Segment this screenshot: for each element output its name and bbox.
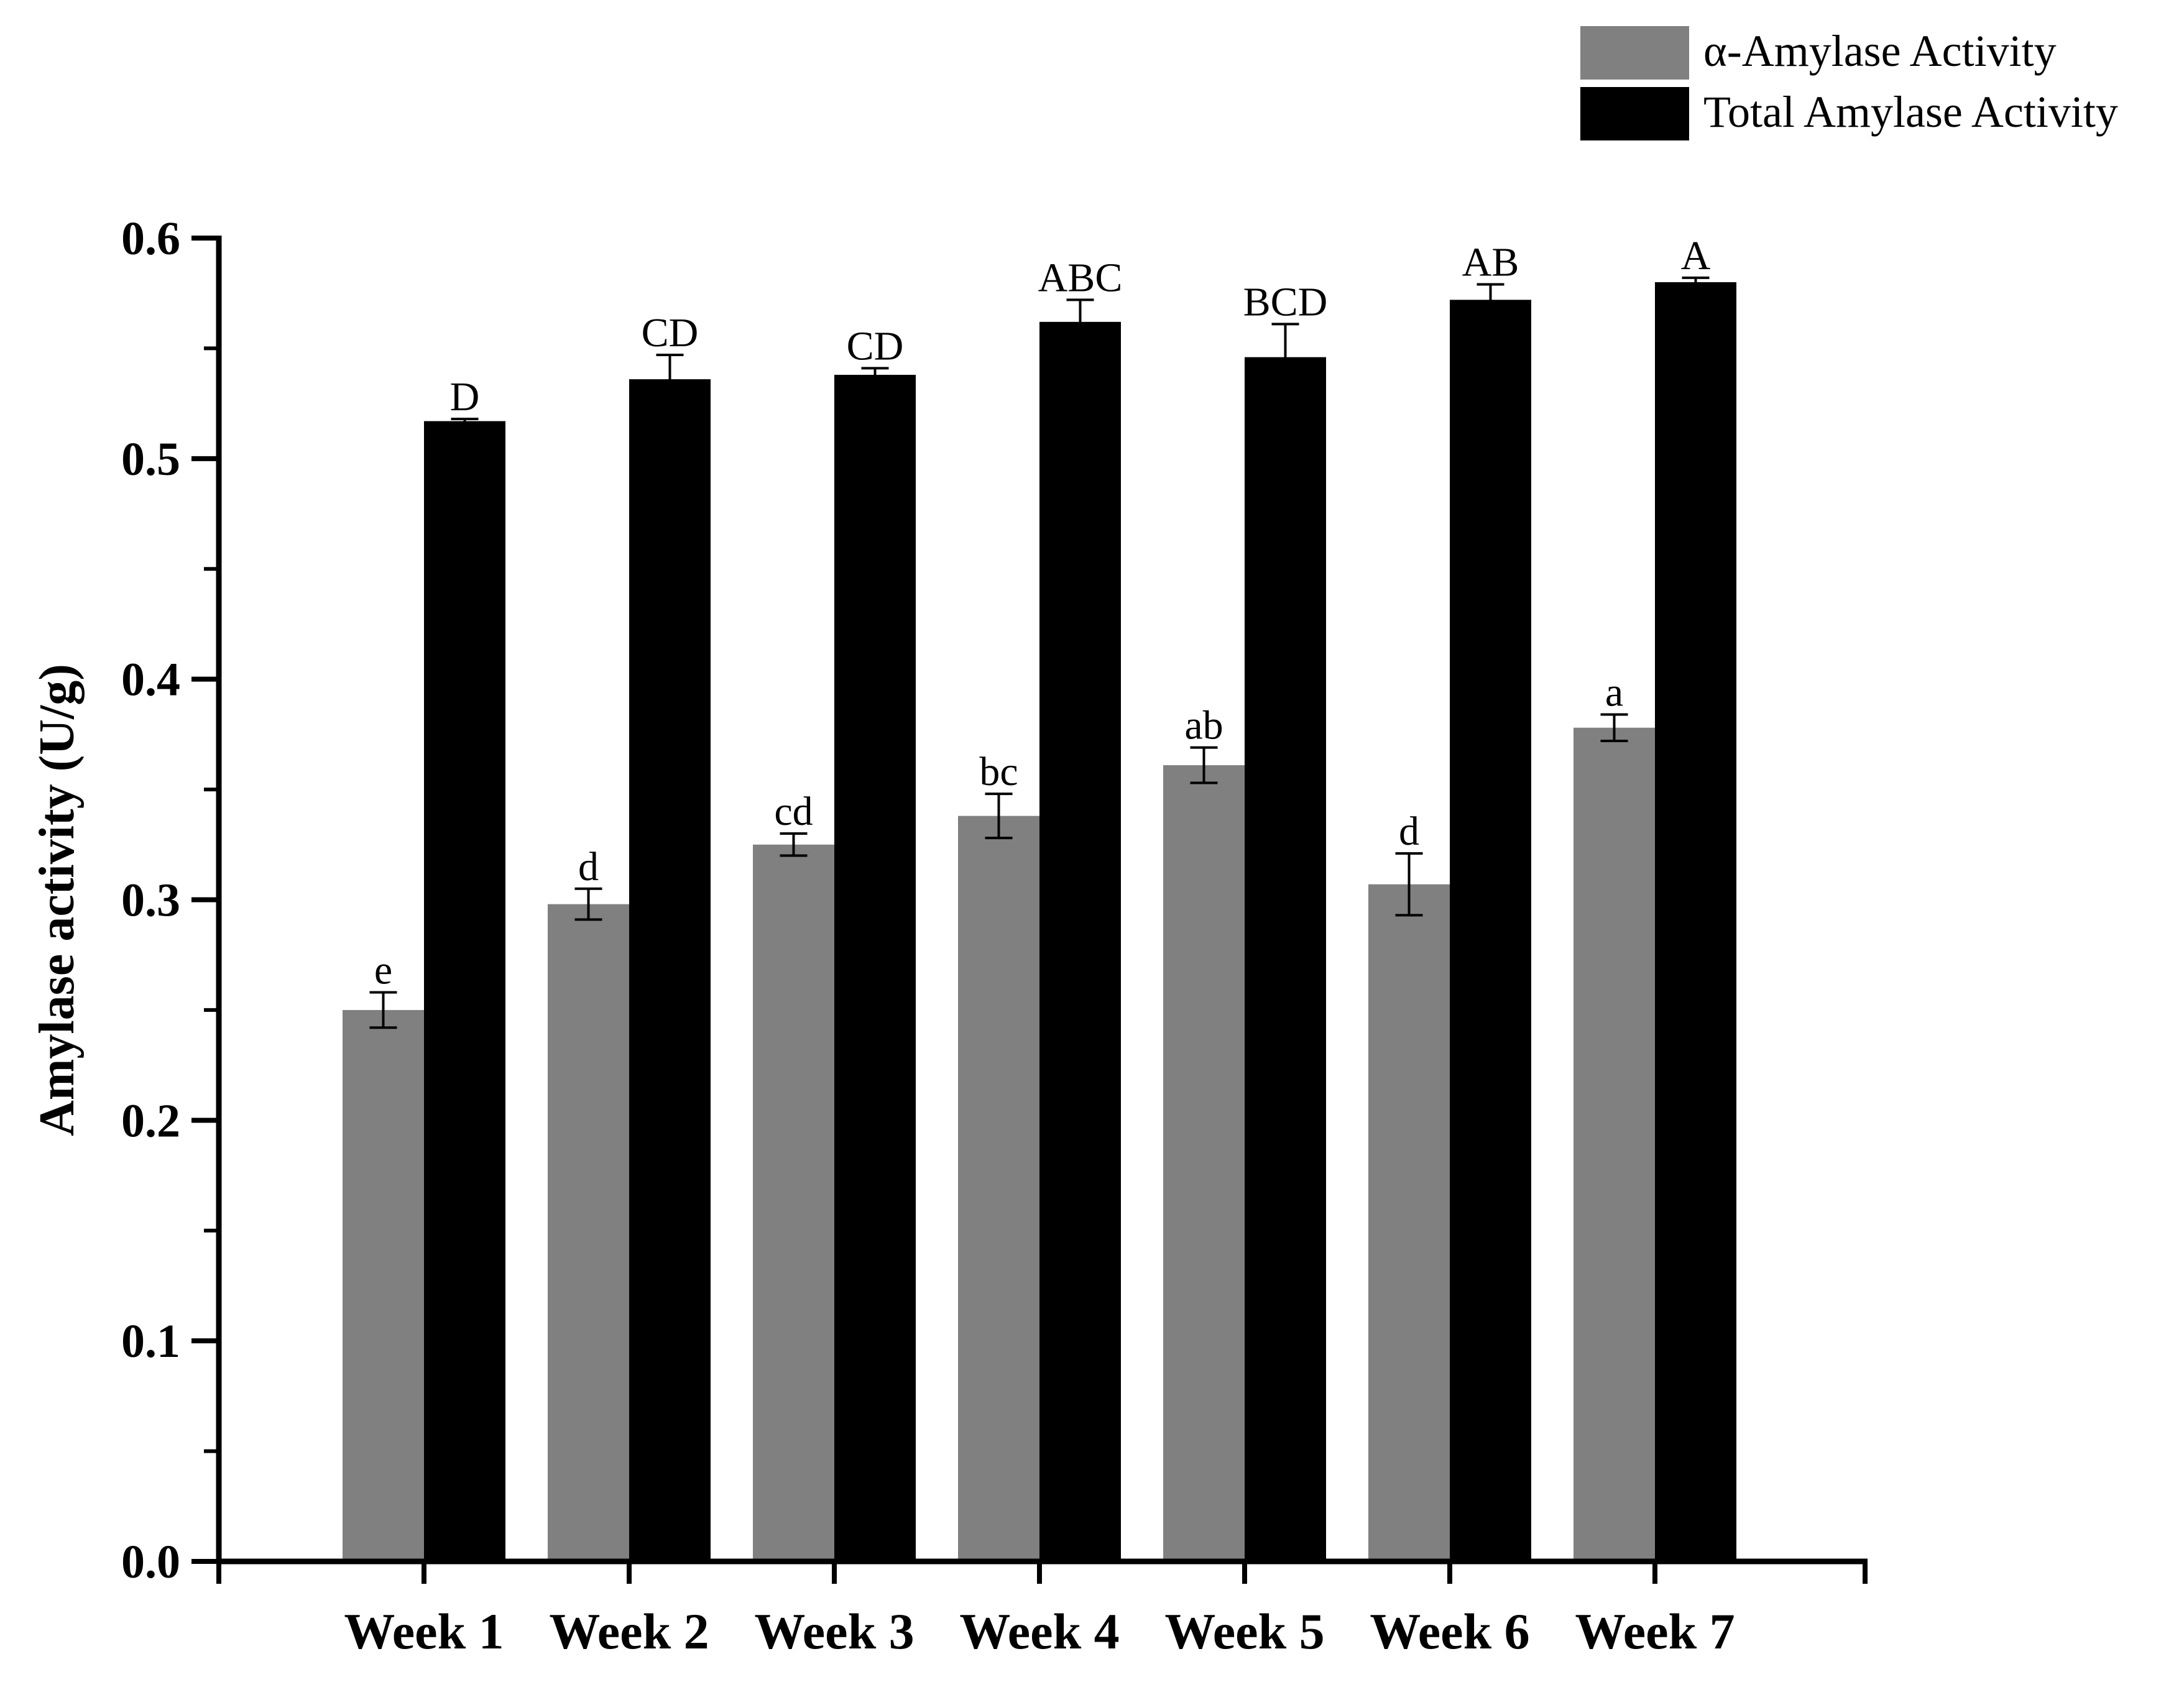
- significance-label-total-3: CD: [847, 323, 904, 369]
- y-tick-label-0: 0.0: [121, 1536, 180, 1588]
- bar-alpha-4: [958, 816, 1039, 1561]
- labels-group: e D Week 1 d CD Week 2 cd CD Week 3 bc ABC Week 4 ab…: [121, 213, 1735, 1660]
- legend-label-alpha: α-Amylase Activity: [1703, 26, 2057, 76]
- significance-label-total-2: CD: [642, 310, 699, 356]
- legend-swatch-total: [1580, 87, 1689, 140]
- bar-alpha-6: [1368, 884, 1450, 1561]
- significance-label-total-1: D: [450, 374, 480, 420]
- significance-label-total-5: BCD: [1243, 279, 1328, 324]
- significance-label-alpha-2: d: [578, 844, 599, 889]
- significance-label-alpha-3: cd: [774, 789, 813, 834]
- bar-alpha-2: [548, 904, 629, 1561]
- legend-swatch-alpha: [1580, 26, 1689, 80]
- significance-label-alpha-6: d: [1399, 809, 1419, 854]
- legend-label-total: Total Amylase Activity: [1703, 87, 2118, 137]
- significance-label-alpha-7: a: [1605, 669, 1623, 715]
- significance-label-total-4: ABC: [1038, 255, 1123, 300]
- y-tick-label-4: 0.4: [121, 654, 180, 706]
- bar-total-6: [1450, 300, 1531, 1562]
- bar-total-1: [424, 421, 505, 1561]
- bar-alpha-3: [753, 844, 834, 1561]
- y-tick-label-1: 0.1: [121, 1315, 180, 1367]
- x-tick-label-5: Week 5: [1164, 1603, 1324, 1660]
- x-tick-label-1: Week 1: [344, 1603, 504, 1660]
- x-tick-label-3: Week 3: [754, 1603, 914, 1660]
- significance-label-alpha-4: bc: [979, 749, 1018, 794]
- x-tick-label-6: Week 6: [1370, 1603, 1529, 1660]
- bars-group: [343, 276, 1736, 1562]
- bar-alpha-1: [343, 1009, 424, 1561]
- significance-label-total-7: A: [1681, 233, 1711, 278]
- y-tick-label-2: 0.2: [121, 1095, 180, 1147]
- ticks-group: [191, 236, 1868, 1584]
- y-axis-title: Amylase activity (U/g): [30, 664, 85, 1136]
- bar-total-7: [1655, 282, 1736, 1561]
- bar-alpha-7: [1573, 727, 1655, 1561]
- significance-label-alpha-1: e: [374, 948, 392, 993]
- x-tick-label-7: Week 7: [1575, 1603, 1735, 1660]
- x-tick-label-2: Week 2: [549, 1603, 709, 1660]
- significance-label-alpha-5: ab: [1184, 703, 1223, 748]
- significance-label-total-6: AB: [1462, 240, 1519, 285]
- bar-total-2: [629, 379, 711, 1562]
- bar-total-4: [1039, 321, 1121, 1561]
- legend: α-Amylase Activity Total Amylase Activity: [1580, 26, 2118, 140]
- y-tick-label-5: 0.5: [121, 433, 180, 485]
- x-tick-label-4: Week 4: [959, 1603, 1119, 1660]
- y-tick-label-3: 0.3: [121, 875, 180, 927]
- bar-total-3: [834, 374, 916, 1562]
- bar-alpha-5: [1163, 765, 1245, 1561]
- bar-total-5: [1245, 357, 1326, 1561]
- y-tick-label-6: 0.6: [121, 213, 180, 265]
